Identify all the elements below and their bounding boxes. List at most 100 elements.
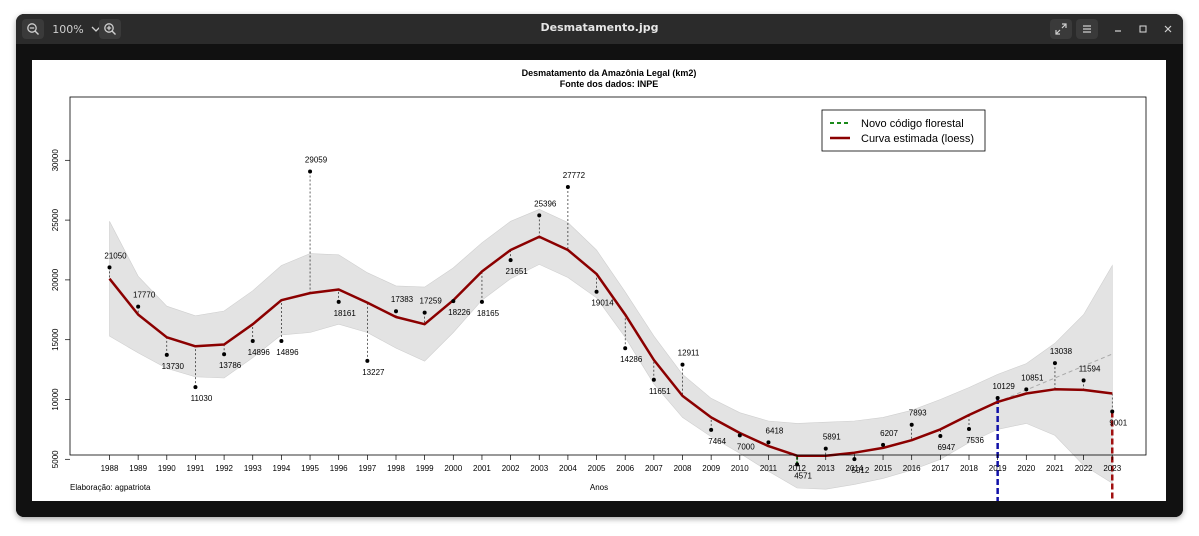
- data-point-2013: [823, 446, 828, 451]
- data-label-2019: 10129: [993, 382, 1016, 391]
- x-tick-label-2010: 2010: [731, 464, 749, 473]
- data-label-2012: 4571: [794, 471, 812, 480]
- data-point-2004: [565, 184, 570, 189]
- data-point-1997: [365, 358, 370, 363]
- data-point-1990: [164, 352, 169, 357]
- y-tick-label-10000: 10000: [51, 388, 60, 411]
- data-label-1988: 21050: [104, 251, 127, 260]
- close-icon: [1164, 25, 1172, 33]
- data-point-2016: [909, 422, 914, 427]
- data-point-1999: [422, 310, 427, 315]
- data-point-1994: [279, 338, 284, 343]
- data-point-1988: [107, 265, 112, 270]
- x-tick-label-2017: 2017: [931, 464, 949, 473]
- x-tick-label-1989: 1989: [129, 464, 147, 473]
- data-label-2002: 21651: [505, 267, 528, 276]
- x-axis-label: Anos: [590, 483, 608, 492]
- legend-label-loess: Curva estimada (loess): [861, 133, 974, 145]
- expand-icon: [1055, 23, 1067, 35]
- legend-box: [821, 109, 986, 152]
- data-point-2000: [451, 299, 456, 304]
- data-point-1995: [308, 169, 313, 174]
- zoom-out-icon: [27, 23, 39, 35]
- menu-button[interactable]: [1076, 19, 1098, 39]
- window-title: Desmatamento.jpg: [540, 21, 659, 34]
- zoom-in-button[interactable]: [99, 19, 121, 39]
- data-label-2005: 19014: [591, 299, 614, 308]
- data-point-2001: [479, 299, 484, 304]
- x-tick-label-2015: 2015: [874, 464, 892, 473]
- data-point-2019: [995, 395, 1000, 400]
- data-label-2015: 6207: [880, 429, 898, 438]
- data-label-2008: 12911: [678, 349, 700, 358]
- x-tick-label-1995: 1995: [301, 464, 319, 473]
- data-label-1990: 13730: [162, 362, 185, 371]
- x-tick-label-2013: 2013: [817, 464, 835, 473]
- chart-subtitle: Fonte dos dados: INPE: [560, 79, 659, 89]
- x-tick-label-1991: 1991: [187, 464, 205, 473]
- x-tick-label-2016: 2016: [903, 464, 921, 473]
- data-label-1992: 13786: [219, 361, 242, 370]
- data-label-2017: 6947: [937, 443, 955, 452]
- x-tick-label-1992: 1992: [215, 464, 233, 473]
- close-button[interactable]: [1158, 19, 1178, 39]
- data-point-2003: [537, 213, 542, 218]
- data-label-2001: 18165: [477, 309, 500, 318]
- data-point-2007: [651, 377, 656, 382]
- data-points: [107, 169, 1115, 467]
- data-label-2000: 18226: [448, 308, 471, 317]
- data-label-2014: 5012: [852, 466, 870, 475]
- x-tick-label-1999: 1999: [416, 464, 434, 473]
- x-axis: 1988 1989 1990 1991 1992 1993 1994 1995 1996 1997…: [101, 455, 1122, 473]
- y-tick-label-30000: 30000: [51, 149, 60, 172]
- data-label-2010: 7000: [737, 442, 755, 451]
- plot-box: [69, 96, 1147, 456]
- x-tick-label-2018: 2018: [960, 464, 978, 473]
- zoom-out-button[interactable]: [22, 19, 44, 39]
- loess-curve-line: [108, 235, 1113, 457]
- data-label-2011: 6418: [766, 426, 784, 435]
- x-tick-label-1998: 1998: [387, 464, 405, 473]
- data-point-2009: [709, 427, 714, 432]
- x-tick-label-1994: 1994: [273, 464, 291, 473]
- zoom-level-dropdown[interactable]: 100%: [52, 19, 102, 39]
- data-point-1996: [336, 299, 341, 304]
- x-tick-label-1996: 1996: [330, 464, 348, 473]
- data-point-2022: [1081, 378, 1086, 383]
- data-label-2009: 7464: [708, 437, 726, 446]
- data-label-2013: 5891: [823, 433, 841, 442]
- title-bar: 100% Desmatamento.jpg: [16, 14, 1183, 44]
- data-label-2018: 7536: [966, 436, 984, 445]
- maximize-button[interactable]: [1133, 19, 1153, 39]
- x-tick-label-2022: 2022: [1075, 464, 1093, 473]
- deforestation-chart: Desmatamento da Amazônia Legal (km2) Fon…: [51, 68, 1147, 502]
- x-tick-label-2002: 2002: [502, 464, 520, 473]
- x-tick-label-1997: 1997: [358, 464, 376, 473]
- data-label-1999: 17259: [420, 297, 443, 306]
- x-tick-label-2007: 2007: [645, 464, 663, 473]
- fullscreen-button[interactable]: [1050, 19, 1072, 39]
- x-tick-label-2008: 2008: [674, 464, 692, 473]
- x-tick-label-2005: 2005: [588, 464, 606, 473]
- zoom-in-icon: [104, 23, 116, 35]
- legend: Novo código florestal Curva estimada (lo…: [821, 109, 986, 152]
- data-label-1997: 13227: [362, 368, 385, 377]
- data-label-2003: 25396: [534, 199, 557, 208]
- y-tick-label-20000: 20000: [51, 268, 60, 291]
- hamburger-menu-icon: [1083, 25, 1091, 33]
- confidence-band: [109, 208, 1113, 490]
- loess-confidence-band: [109, 208, 1113, 490]
- data-point-2006: [623, 346, 628, 351]
- x-tick-label-2020: 2020: [1017, 464, 1035, 473]
- image-canvas[interactable]: Desmatamento da Amazônia Legal (km2) Fon…: [16, 44, 1183, 517]
- minimize-button[interactable]: [1108, 19, 1128, 39]
- loess-curve: [108, 235, 1113, 457]
- data-label-1996: 18161: [334, 309, 357, 318]
- x-tick-label-2011: 2011: [760, 464, 778, 473]
- data-label-1998: 17383: [391, 295, 414, 304]
- data-point-2017: [938, 434, 943, 439]
- chevron-down-icon: [91, 26, 101, 32]
- data-point-2021: [1052, 361, 1057, 366]
- data-point-2010: [737, 433, 742, 438]
- x-tick-label-2000: 2000: [444, 464, 462, 473]
